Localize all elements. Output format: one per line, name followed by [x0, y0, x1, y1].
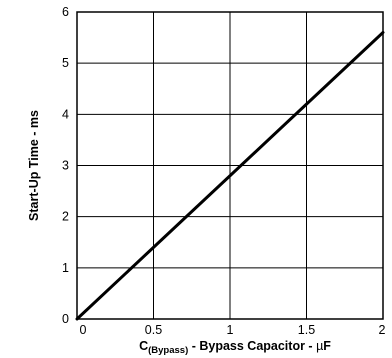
x-axis-label: C(Bypass) - Bypass Capacitor - µF — [139, 339, 331, 356]
y-tick-labels: 0 1 2 3 4 5 6 — [62, 5, 69, 326]
y-tick-label: 4 — [62, 107, 69, 121]
x-tick-labels: 0 0.5 1 1.5 2 — [80, 323, 386, 337]
x-tick-label: 2 — [379, 323, 386, 337]
x-axis-label-subscript: (Bypass) — [148, 345, 188, 356]
x-axis-label-rest: - Bypass Capacitor - — [188, 339, 316, 353]
y-tick-label: 0 — [62, 312, 69, 326]
y-tick-label: 5 — [62, 56, 69, 70]
x-tick-label: 0 — [80, 323, 87, 337]
x-tick-label: 0.5 — [145, 323, 162, 337]
plot-frame — [76, 11, 384, 320]
y-tick-label: 1 — [62, 261, 69, 275]
x-tick-label: 1.5 — [298, 323, 315, 337]
y-tick-label: 2 — [62, 210, 69, 224]
y-tick-label: 3 — [62, 159, 69, 173]
y-tick-label: 6 — [62, 5, 69, 19]
series-line-0 — [75, 30, 385, 321]
x-axis-label-unit: F — [323, 339, 331, 353]
grid-lines — [76, 11, 384, 320]
x-tick-label: 1 — [227, 323, 234, 337]
series-group — [75, 30, 385, 321]
x-axis-label-main: C — [139, 339, 148, 353]
x-axis-label-unit-prefix: µ — [316, 339, 323, 353]
y-axis-label: Start-Up Time - ms — [27, 110, 41, 221]
